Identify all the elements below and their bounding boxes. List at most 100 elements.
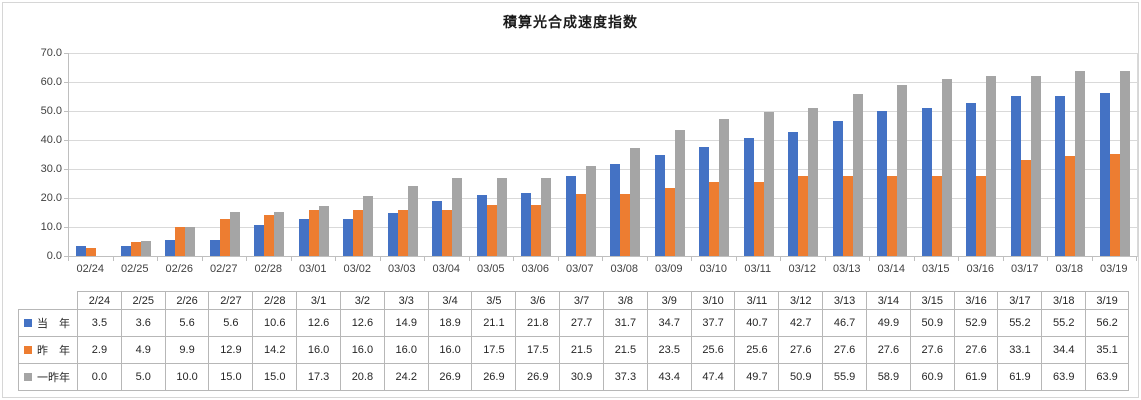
table-date-header-cell: 2/25: [120, 291, 165, 309]
bar-当 年: [877, 111, 888, 256]
table-date-header-cell: 3/9: [646, 291, 691, 309]
table-value-cell: 27.6: [822, 336, 866, 363]
table-value-cell: 26.9: [515, 363, 560, 391]
x-axis-tick-label: 03/15: [921, 263, 950, 275]
bar-groups: [69, 53, 1137, 256]
table-value-cell: 17.5: [471, 336, 516, 363]
bar-昨 年: [219, 219, 230, 256]
bar-当 年: [565, 176, 576, 256]
table-value-cell: 47.4: [690, 363, 735, 391]
table-date-header-cell: 3/3: [383, 291, 428, 309]
x-axis-tick-label: 03/10: [699, 263, 728, 275]
bar-group: [648, 53, 693, 256]
y-axis-tick-label: 0.0: [46, 250, 62, 262]
bar-一昨年: [496, 178, 507, 256]
table-value-cell: 50.9: [778, 363, 823, 391]
table-value-cell: 37.7: [690, 309, 735, 336]
bar-group: [692, 53, 737, 256]
table-date-header-cell: 3/6: [515, 291, 560, 309]
bar-昨 年: [842, 176, 853, 256]
bar-group: [915, 53, 960, 256]
x-axis-tick-mark: [336, 257, 381, 261]
gridline: [69, 140, 1137, 141]
x-axis-tick-label: 03/18: [1055, 263, 1084, 275]
bar-当 年: [432, 201, 443, 256]
table-date-header-cell: 3/2: [339, 291, 384, 309]
y-axis-tick-mark: [64, 169, 68, 170]
x-axis-tick-label: 03/01: [298, 263, 327, 275]
y-axis-tick-mark: [64, 82, 68, 83]
x-axis-tick-mark: [648, 257, 692, 261]
bar-一昨年: [274, 212, 285, 256]
y-axis-tick-mark: [64, 53, 68, 54]
bar-一昨年: [1030, 76, 1041, 256]
bar-当 年: [76, 246, 87, 256]
x-axis-tick-label: 03/05: [476, 263, 505, 275]
table-value-cell: 50.9: [909, 309, 954, 336]
table-value-cell: 21.5: [602, 336, 647, 363]
table-value-cell: 37.3: [602, 363, 647, 391]
x-axis-tick-label: 03/13: [832, 263, 861, 275]
table-date-header-cell: 3/5: [471, 291, 516, 309]
table-legend-cell: 当 年: [18, 309, 77, 336]
table-value-cell: 49.7: [734, 363, 779, 391]
table-date-header-cell: 3/16: [953, 291, 998, 309]
bar-昨 年: [486, 205, 497, 256]
legend-label: 一昨年: [37, 372, 70, 384]
table-value-cell: 21.1: [471, 309, 516, 336]
table-date-header-cell: 2/26: [164, 291, 209, 309]
x-axis-tick-mark: [381, 257, 425, 261]
x-axis-tick-mark: [826, 257, 870, 261]
table-value-cell: 14.9: [383, 309, 428, 336]
bar-group: [158, 53, 203, 256]
bar-一昨年: [363, 196, 374, 256]
table-value-cell: 10.0: [164, 363, 209, 391]
table-value-cell: 63.9: [1041, 363, 1086, 391]
bar-group: [114, 53, 159, 256]
x-axis-tick-mark: [247, 257, 292, 261]
bar-一昨年: [541, 178, 552, 256]
table-value-cell: 5.6: [208, 309, 253, 336]
x-axis-tick-mark: [470, 257, 514, 261]
y-axis-tick-label: 40.0: [40, 134, 62, 146]
table-date-header-cell: 3/14: [865, 291, 910, 309]
x-axis-tick-label: 03/02: [343, 263, 372, 275]
table-value-cell: 12.6: [296, 309, 340, 336]
x-axis-tick-mark: [603, 257, 648, 261]
table-value-cell: 24.2: [383, 363, 428, 391]
bar-昨 年: [353, 210, 364, 256]
bar-一昨年: [763, 112, 774, 256]
bar-group: [203, 53, 248, 256]
x-axis-tick-label: 02/27: [209, 263, 238, 275]
x-axis-tick-mark: [514, 257, 559, 261]
table-date-header-cell: 2/27: [208, 291, 253, 309]
bar-昨 年: [931, 176, 942, 256]
x-axis-tick-label: 03/14: [877, 263, 906, 275]
bar-当 年: [699, 147, 710, 256]
table-value-cell: 16.0: [383, 336, 428, 363]
table-date-header-cell: 3/15: [909, 291, 954, 309]
bar-昨 年: [620, 194, 631, 256]
bar-当 年: [120, 246, 131, 256]
table-value-cell: 9.9: [164, 336, 209, 363]
table-value-cell: 63.9: [1085, 363, 1129, 391]
x-axis-tick-mark: [692, 257, 737, 261]
table-date-header-cell: 3/11: [734, 291, 779, 309]
bar-昨 年: [664, 188, 675, 256]
bar-一昨年: [585, 166, 596, 256]
x-axis-tick-label: 03/11: [744, 263, 772, 275]
table-value-cell: 27.6: [778, 336, 823, 363]
bar-昨 年: [264, 215, 275, 256]
gridline: [69, 227, 1137, 228]
x-axis-tick-label: 03/17: [1010, 263, 1039, 275]
x-axis-tick-mark: [292, 257, 336, 261]
x-axis-tick-label: 03/09: [654, 263, 683, 275]
table-value-cell: 27.6: [953, 336, 998, 363]
bar-group: [559, 53, 604, 256]
table-date-header-cell: 3/17: [997, 291, 1042, 309]
bar-当 年: [654, 155, 665, 256]
bar-昨 年: [887, 176, 898, 256]
bar-group: [870, 53, 915, 256]
